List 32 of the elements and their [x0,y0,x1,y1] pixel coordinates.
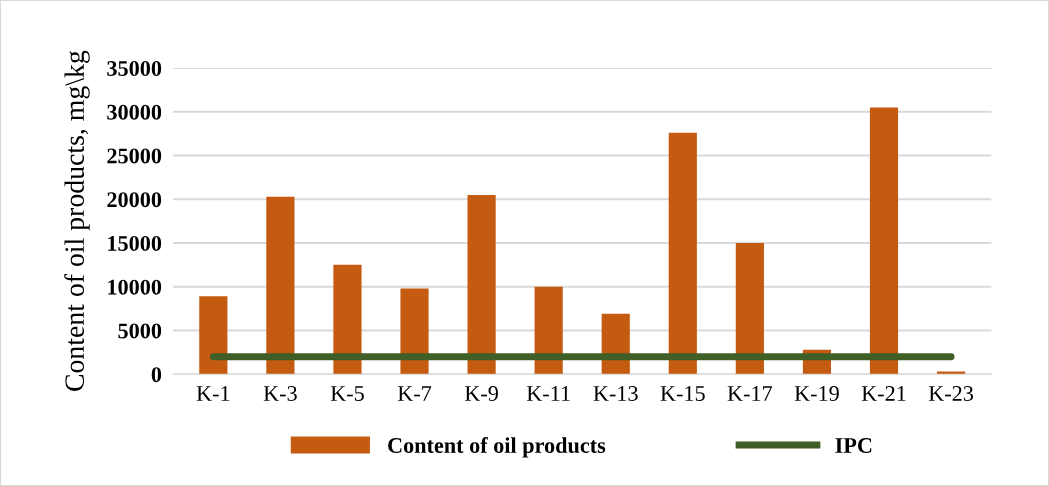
x-tick-label: K-21 [861,386,906,401]
x-tick-label: K-17 [727,386,773,401]
bar [467,194,496,375]
x-tick-label: K-5 [330,386,364,401]
x-tick-label: K-1 [196,386,230,401]
y-tick-label: 10000 [108,279,162,295]
x-tick-label: K-9 [464,386,498,401]
bar [534,286,563,375]
bar [400,288,429,375]
y-tick-label: 25000 [107,148,162,164]
x-tick-label: K-11 [526,386,570,401]
bar [266,196,295,375]
bar [668,132,697,375]
y-tick-label: 5000 [118,323,162,339]
x-tick-label: K-23 [928,386,974,401]
y-tick-label: 15000 [108,235,162,251]
y-tick-label: 0 [151,367,162,383]
bar [199,296,228,375]
bar [869,107,899,375]
x-tick-label: K-3 [263,386,297,401]
y-tick-label: 30000 [107,104,162,120]
x-tick-label: K-7 [397,386,432,401]
x-tick-label: K-15 [660,386,705,401]
y-tick-label: 20000 [107,192,162,208]
legend-label: Content of oil products [388,437,606,458]
y-axis-title: Content of oil products, mg\kg [64,50,90,391]
x-tick-label: K-13 [593,386,638,401]
y-tick-label: 35000 [107,60,162,76]
legend-label: IPC [835,438,872,453]
bar [735,243,764,375]
x-tick-label: K-19 [794,386,839,401]
bar [333,264,362,375]
